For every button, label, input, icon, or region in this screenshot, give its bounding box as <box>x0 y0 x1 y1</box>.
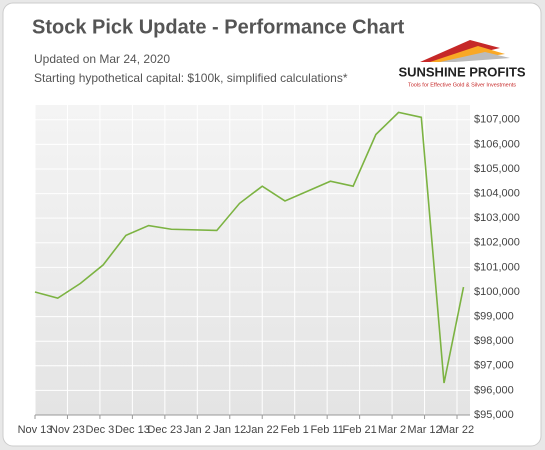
series-line <box>34 111 465 384</box>
x-tick-label: Mar 22 <box>440 424 474 436</box>
logo-name: SUNSHINE PROFITS <box>398 64 525 79</box>
y-tick-label: $97,000 <box>474 360 514 372</box>
x-tick-label: Jan 22 <box>246 424 279 436</box>
y-tick-label: $103,000 <box>474 212 520 224</box>
logo-tagline: Tools for Effective Gold & Silver Invest… <box>408 82 516 88</box>
x-tick-label: Mar 2 <box>378 424 406 436</box>
y-tick-label: $99,000 <box>474 310 514 322</box>
y-tick-label: $100,000 <box>474 286 520 298</box>
x-tick-label: Jan 12 <box>213 424 246 436</box>
x-tick-label: Feb 1 <box>281 424 309 436</box>
chart-title: Stock Pick Update - Performance Chart <box>32 16 405 38</box>
x-tick-label: Dec 13 <box>115 424 150 436</box>
x-tick-label: Nov 23 <box>50 424 85 436</box>
y-tick-label: $98,000 <box>474 335 514 347</box>
x-tick-label: Jan 2 <box>184 424 211 436</box>
y-tick-label: $107,000 <box>474 114 520 126</box>
y-tick-label: $95,000 <box>474 409 514 421</box>
x-tick-label: Dec 3 <box>86 424 115 436</box>
x-tick-label: Feb 21 <box>343 424 377 436</box>
y-tick-label: $106,000 <box>474 138 520 150</box>
y-tick-label: $96,000 <box>474 384 514 396</box>
y-tick-label: $105,000 <box>474 163 520 175</box>
x-tick-label: Feb 11 <box>310 424 343 436</box>
x-tick-label: Mar 12 <box>407 424 441 436</box>
y-tick-label: $102,000 <box>474 237 520 249</box>
x-tick-label: Nov 13 <box>18 424 53 436</box>
note: Starting hypothetical capital: $100k, si… <box>34 71 348 85</box>
logo: SUNSHINE PROFITS Tools for Effective Gol… <box>398 40 526 88</box>
y-tick-label: $104,000 <box>474 187 520 199</box>
y-tick-label: $101,000 <box>474 261 520 273</box>
subtitle: Updated on Mar 24, 2020 <box>34 52 170 66</box>
x-tick-label: Dec 23 <box>147 424 182 436</box>
